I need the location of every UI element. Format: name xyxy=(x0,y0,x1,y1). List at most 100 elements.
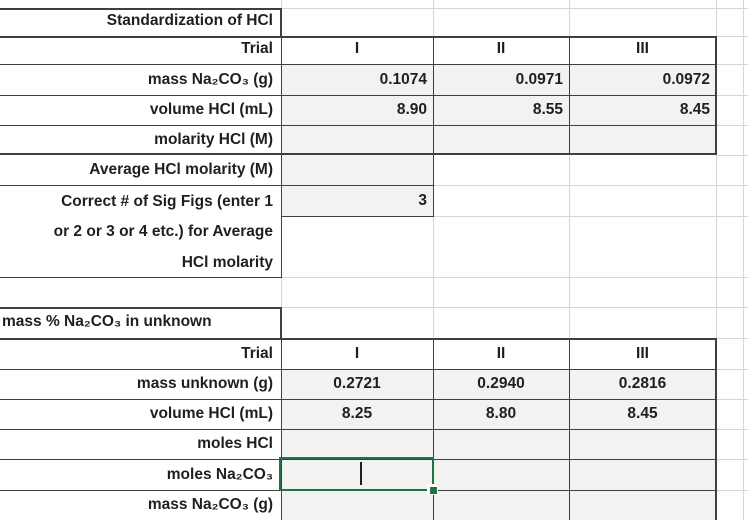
cell-border xyxy=(0,459,716,460)
table1-cell[interactable]: 0.0971 xyxy=(515,71,563,89)
table1-cell[interactable]: 8.90 xyxy=(396,101,427,119)
table2-row-label[interactable]: moles Na₂CO₃ xyxy=(166,466,273,484)
cell-border xyxy=(0,64,716,65)
table1-cell[interactable]: 0.0972 xyxy=(662,71,710,89)
cell-border xyxy=(569,36,570,155)
cell-border xyxy=(0,369,716,370)
table2-row-label[interactable]: moles HCl xyxy=(197,435,273,453)
cell-border xyxy=(715,36,717,155)
gridline xyxy=(743,0,744,520)
gridline xyxy=(281,8,748,9)
table2-cell[interactable] xyxy=(281,429,433,459)
gridline xyxy=(716,125,748,126)
table2-header-III[interactable]: III xyxy=(636,345,649,363)
gridline xyxy=(716,429,748,430)
gridline xyxy=(281,0,282,8)
average-value-fill xyxy=(281,155,433,185)
gridline xyxy=(716,95,748,96)
gridline xyxy=(434,185,748,186)
table1-cell[interactable]: 8.45 xyxy=(679,101,710,119)
gridline xyxy=(434,216,748,217)
table2-cell[interactable]: 8.25 xyxy=(341,405,373,423)
gridline xyxy=(716,399,748,400)
sigfig-label-cell[interactable]: Correct # of Sig Figs (enter 1 or 2 or 3… xyxy=(0,185,278,277)
table1-row-label[interactable]: volume HCl (mL) xyxy=(149,101,273,119)
table2-cell[interactable] xyxy=(433,459,569,490)
cell-border xyxy=(280,307,282,338)
table1-cell[interactable]: 8.55 xyxy=(532,101,563,119)
table1-cell[interactable] xyxy=(569,125,715,155)
gridline xyxy=(716,490,748,491)
cell-border xyxy=(569,338,570,520)
fill-handle[interactable] xyxy=(430,487,437,494)
table2-title-cell[interactable]: mass % Na₂CO₃ in unknown xyxy=(2,313,212,331)
cell-border xyxy=(0,153,717,155)
cell-border xyxy=(0,95,716,96)
table2-data-fill xyxy=(281,369,716,520)
table1-header-II[interactable]: II xyxy=(496,40,506,58)
table1-row-label[interactable]: mass Na₂CO₃ (g) xyxy=(147,71,273,89)
sigfig-value-cell[interactable]: 3 xyxy=(418,192,427,210)
table2-cell[interactable] xyxy=(433,490,569,520)
cell-border xyxy=(433,155,434,216)
table2-trial-label-cell[interactable]: Trial xyxy=(241,345,273,363)
table2-cell[interactable]: 8.80 xyxy=(485,405,517,423)
gridline xyxy=(281,277,282,307)
table2-cell[interactable]: 0.2816 xyxy=(618,375,667,393)
table2-row-label[interactable]: mass Na₂CO₃ (g) xyxy=(147,496,273,514)
table2-cell[interactable]: 8.45 xyxy=(627,405,658,423)
gridline xyxy=(716,64,748,65)
cell-border xyxy=(281,338,282,520)
sigfig-value-fill xyxy=(281,185,433,216)
cell-border xyxy=(0,277,282,278)
cell-border xyxy=(433,338,434,520)
cell-border xyxy=(0,307,282,309)
table1-header-III[interactable]: III xyxy=(636,40,649,58)
sigfig-label-line: HCl molarity xyxy=(181,253,273,271)
table2-row-label[interactable]: volume HCl (mL) xyxy=(149,405,273,423)
cell-border xyxy=(0,36,717,38)
cell-border xyxy=(433,36,434,155)
gridline xyxy=(716,369,748,370)
table1-header-I[interactable]: I xyxy=(354,40,360,58)
table2-row-label[interactable]: mass unknown (g) xyxy=(136,375,273,393)
cell-border xyxy=(0,399,716,400)
gridline xyxy=(282,307,748,308)
gridline xyxy=(716,459,748,460)
cell-border xyxy=(281,36,282,155)
gridline xyxy=(282,277,748,278)
table2-cell[interactable]: 0.2940 xyxy=(477,375,525,393)
edit-caret xyxy=(360,462,362,485)
average-molarity-label-cell[interactable]: Average HCl molarity (M) xyxy=(89,161,273,179)
cell-border xyxy=(0,125,716,126)
average-molarity-value-cell[interactable] xyxy=(281,155,432,185)
table2-cell[interactable]: 0.2721 xyxy=(333,375,381,393)
cell-border xyxy=(0,338,717,340)
table1-data-fill xyxy=(281,64,716,155)
table1-row-label[interactable]: molarity HCl (M) xyxy=(154,131,273,149)
table1-cell[interactable]: 0.1074 xyxy=(379,71,427,89)
table2-cell[interactable] xyxy=(433,429,569,459)
table2-header-I[interactable]: I xyxy=(354,345,360,363)
sigfig-label-line: or 2 or 3 or 4 etc.) for Average xyxy=(53,223,273,241)
table2-header-II[interactable]: II xyxy=(496,345,506,363)
table1-title-cell[interactable]: Standardization of HCl xyxy=(106,12,273,30)
table1-cell[interactable] xyxy=(433,125,568,155)
table1-cell[interactable] xyxy=(281,125,432,155)
gridline xyxy=(716,155,717,338)
table2-cell[interactable] xyxy=(281,490,433,520)
cell-border xyxy=(0,8,281,10)
cell-border xyxy=(281,216,434,217)
cell-border xyxy=(0,185,434,186)
table2-cell[interactable] xyxy=(569,490,716,520)
gridline xyxy=(716,155,748,156)
table1-trial-label-cell[interactable]: Trial xyxy=(241,40,273,58)
gridline xyxy=(569,155,570,338)
table2-cell[interactable] xyxy=(569,429,716,459)
cell-selection-border[interactable] xyxy=(279,457,434,491)
gridline xyxy=(716,0,717,36)
table2-cell[interactable] xyxy=(569,459,716,490)
cell-border xyxy=(280,8,282,36)
cell-border xyxy=(715,338,717,520)
